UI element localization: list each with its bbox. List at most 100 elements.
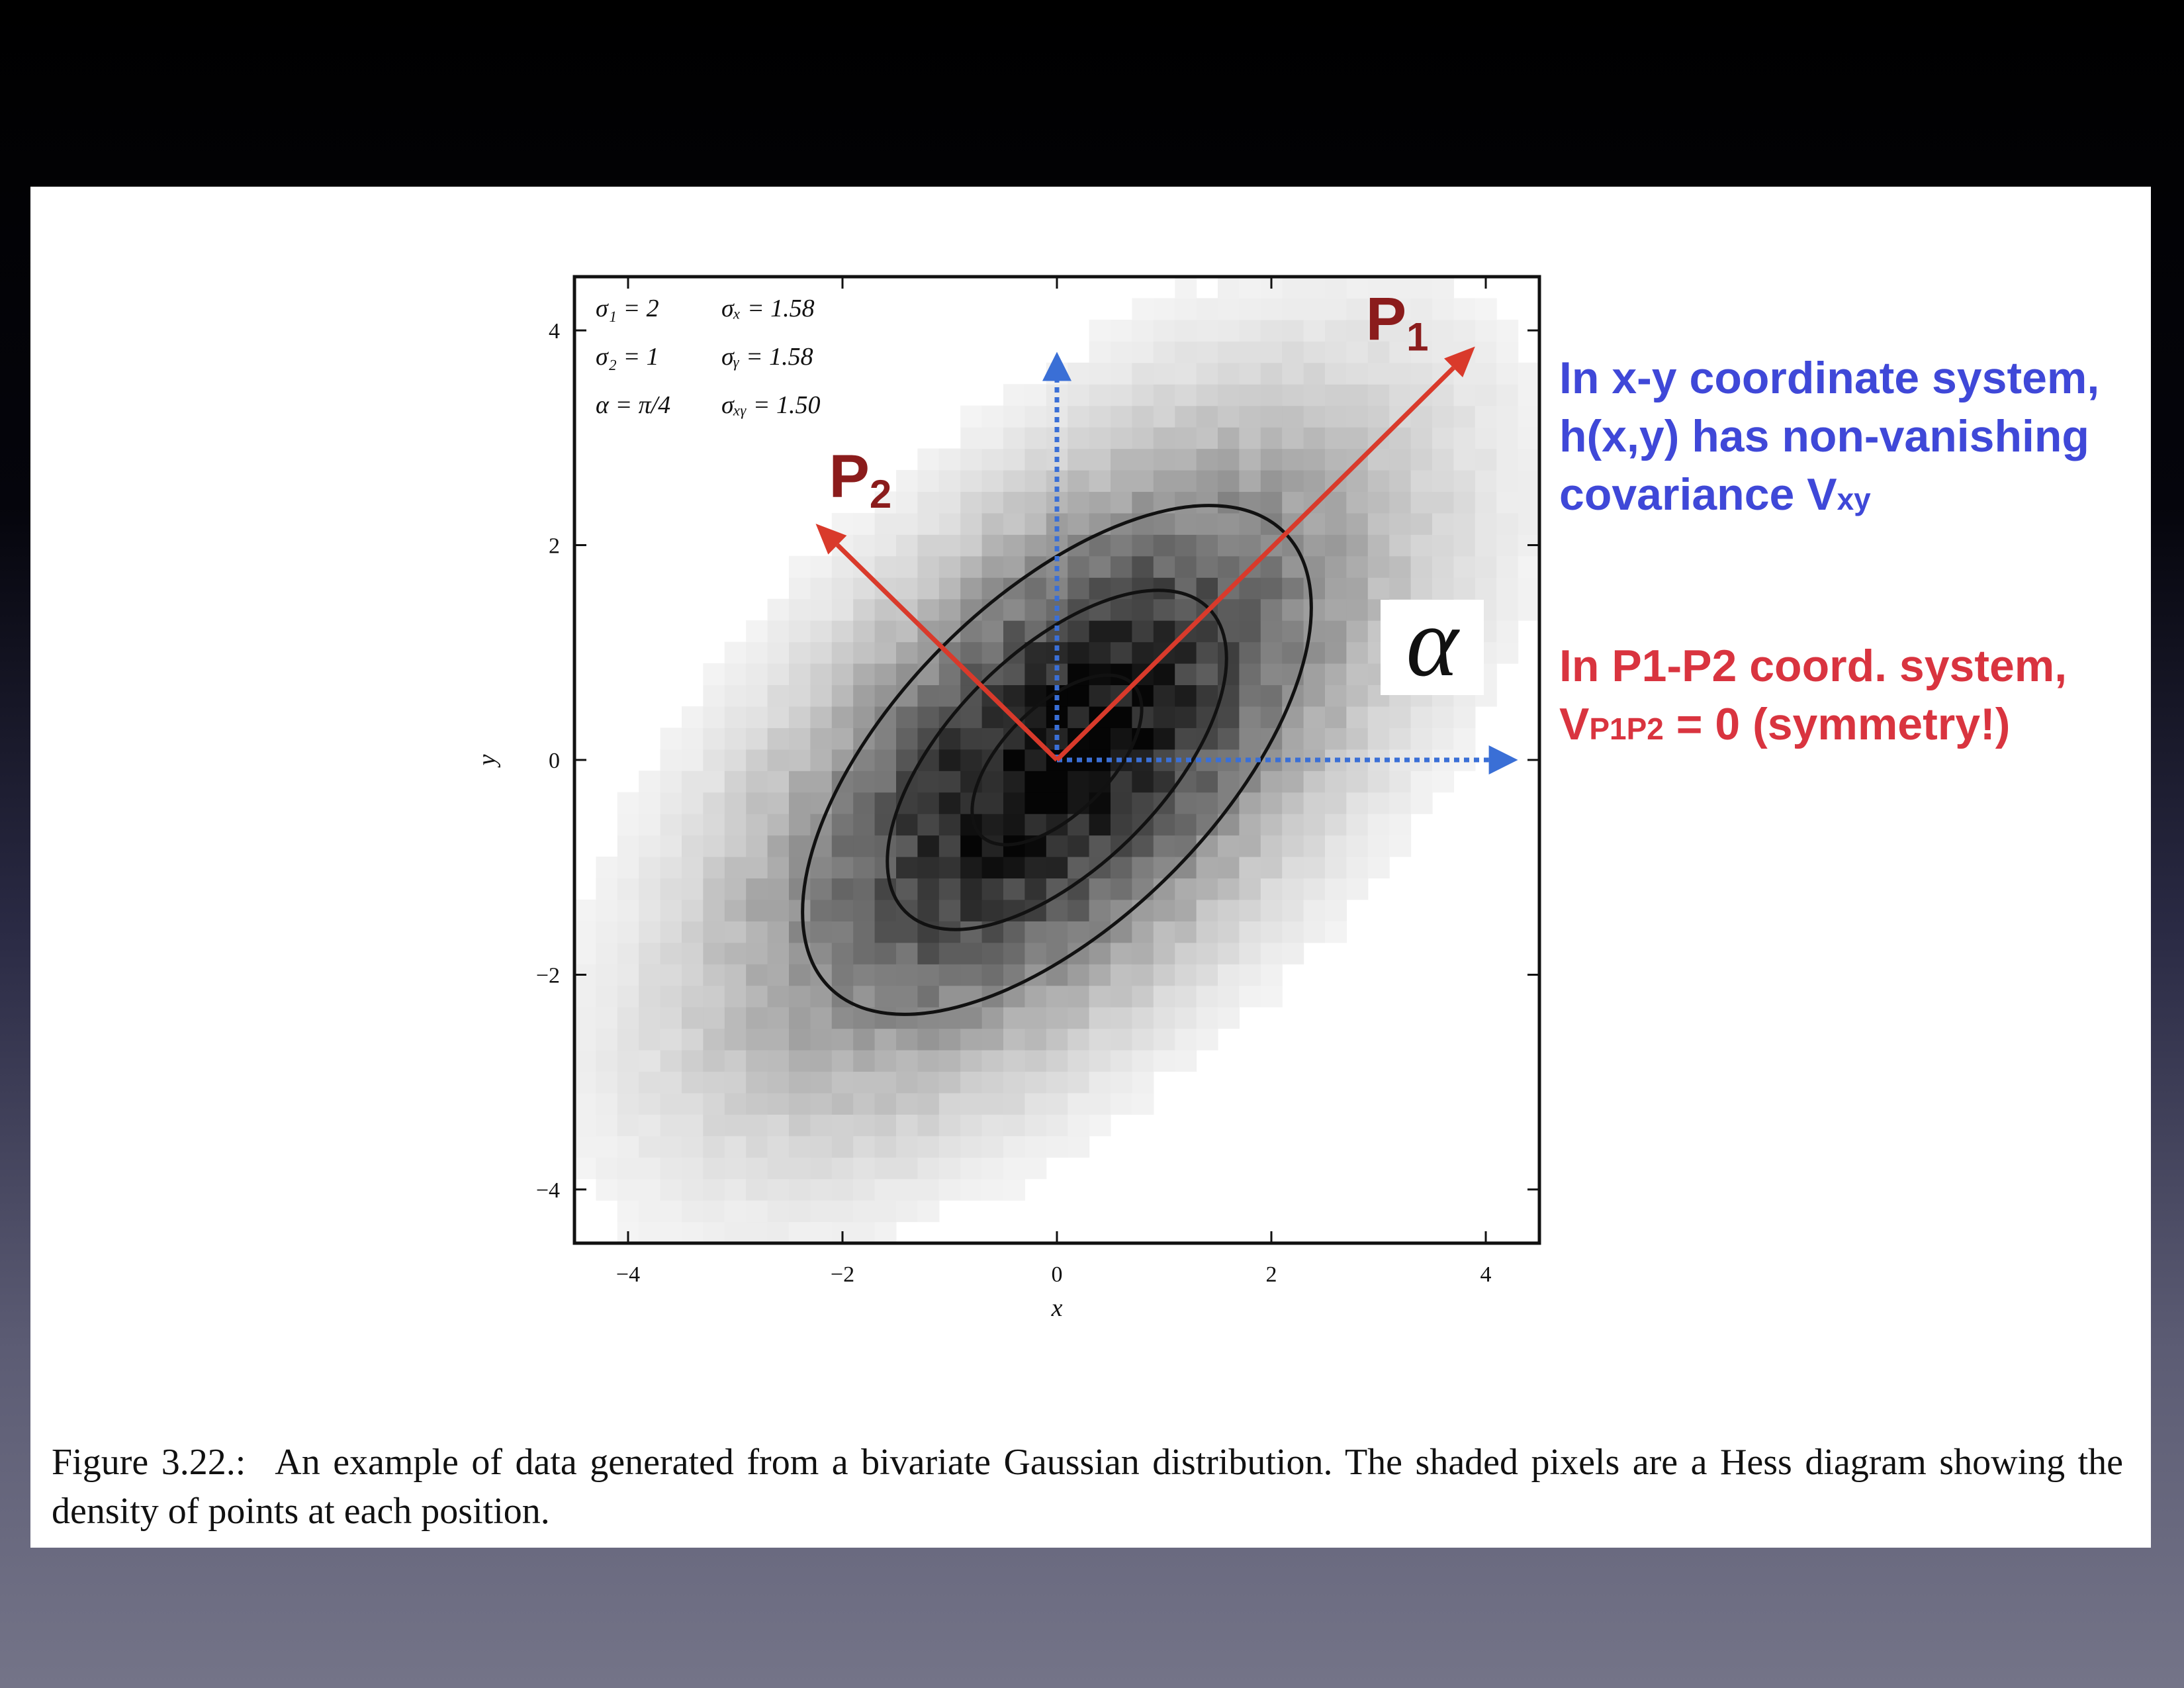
hess-pixel [660, 857, 682, 879]
hess-pixel [938, 1092, 961, 1115]
hess-pixel [1196, 427, 1218, 449]
hess-pixel [1175, 814, 1197, 836]
hess-pixel [767, 641, 790, 664]
hess-pixel [1111, 857, 1132, 879]
hess-pixel [1218, 1007, 1240, 1029]
hess-pixel [1367, 298, 1390, 320]
hess-pixel [1218, 964, 1240, 986]
hess-pixel [1367, 555, 1390, 578]
hess-pixel [1218, 384, 1240, 406]
hess-pixel [1325, 384, 1347, 406]
hess-pixel [746, 964, 768, 986]
hess-pixel [1068, 1114, 1090, 1137]
hess-pixel [896, 835, 918, 857]
hess-pixel [1175, 448, 1197, 471]
hess-pixel [1218, 727, 1240, 750]
hess-pixel [1325, 427, 1347, 449]
hess-pixel [1046, 1135, 1068, 1158]
hess-pixel [1260, 427, 1283, 449]
hess-pixel [1410, 298, 1433, 320]
hess-pixel [1003, 555, 1025, 578]
hess-pixel [1132, 1028, 1154, 1051]
hess-pixel [810, 663, 833, 686]
hess-pixel [1046, 857, 1068, 879]
hess-pixel [660, 771, 682, 793]
hess-pixel [767, 663, 790, 686]
hess-pixel [1068, 1028, 1090, 1051]
hess-pixel [981, 792, 1004, 814]
hess-pixel [724, 706, 747, 728]
hess-pixel [1389, 727, 1412, 750]
hess-pixel [724, 1092, 747, 1115]
hess-pixel [1475, 512, 1497, 535]
hess-pixel [1282, 448, 1304, 471]
hess-pixel [1303, 298, 1326, 320]
hess-pixel [660, 814, 682, 836]
hess-pixel [682, 878, 704, 900]
hess-pixel [1367, 405, 1390, 428]
hess-pixel [981, 899, 1004, 921]
hess-pixel [960, 706, 983, 728]
hess-pixel [938, 512, 961, 535]
hess-pixel [1325, 727, 1347, 750]
hess-pixel [1303, 470, 1326, 492]
hess-pixel [917, 771, 940, 793]
hess-pixel [1046, 899, 1068, 921]
hess-pixel [1068, 771, 1090, 793]
hess-pixel [1303, 448, 1326, 471]
y-tick-label: 0 [549, 749, 560, 773]
hess-pixel [810, 899, 833, 921]
hess-pixel [789, 771, 811, 793]
hess-pixel [574, 1050, 596, 1072]
hess-pixel [831, 1114, 854, 1137]
hess-pixel [1024, 491, 1047, 514]
hess-pixel [1024, 577, 1047, 600]
hess-pixel [1068, 384, 1090, 406]
hess-pixel [1068, 921, 1090, 943]
hess-pixel [1196, 964, 1218, 986]
hess-pixel [1024, 534, 1047, 557]
hess-pixel [1239, 899, 1261, 921]
hess-pixel [1260, 878, 1283, 900]
hess-pixel [789, 706, 811, 728]
hess-pixel [1024, 427, 1047, 449]
hess-pixel [682, 857, 704, 879]
hess-pixel [853, 985, 876, 1008]
hess-pixel [1196, 878, 1218, 900]
hess-pixel [810, 706, 833, 728]
hess-pixel [789, 598, 811, 621]
hess-pixel [1196, 771, 1218, 793]
hess-pixel [1175, 706, 1197, 728]
hess-pixel [1003, 491, 1025, 514]
hess-pixel [574, 1007, 596, 1029]
hess-pixel [1410, 448, 1433, 471]
hess-pixel [831, 684, 854, 707]
hess-pixel [1089, 792, 1111, 814]
hess-pixel [1282, 771, 1304, 793]
hess-pixel [981, 727, 1004, 750]
hess-pixel [981, 771, 1004, 793]
hess-pixel [1132, 298, 1154, 320]
hess-pixel [960, 577, 983, 600]
hess-pixel [831, 706, 854, 728]
hess-pixel [874, 942, 897, 964]
hess-pixel [1046, 1050, 1068, 1072]
hess-pixel [1068, 899, 1090, 921]
hess-pixel [682, 814, 704, 836]
hess-pixel [1068, 362, 1090, 385]
hess-pixel [617, 964, 639, 986]
hess-pixel [1282, 598, 1304, 621]
hess-pixel [896, 1114, 918, 1137]
hess-pixel [1453, 427, 1476, 449]
hess-pixel [1346, 771, 1369, 793]
hess-pixel [1239, 620, 1261, 643]
parameter-legend: σ₁ = 2 σₓ = 1.58 σ₂ = 1 σᵧ = 1.58 α = π/4 σₓᵧ… [596, 295, 820, 419]
hess-pixel [724, 814, 747, 836]
hess-pixel [746, 921, 768, 943]
hess-pixel [960, 405, 983, 428]
hess-pixel [703, 835, 725, 857]
hess-pixel [789, 835, 811, 857]
hess-pixel [1003, 878, 1025, 900]
hess-pixel [1132, 491, 1154, 514]
hess-pixel [1260, 298, 1283, 320]
